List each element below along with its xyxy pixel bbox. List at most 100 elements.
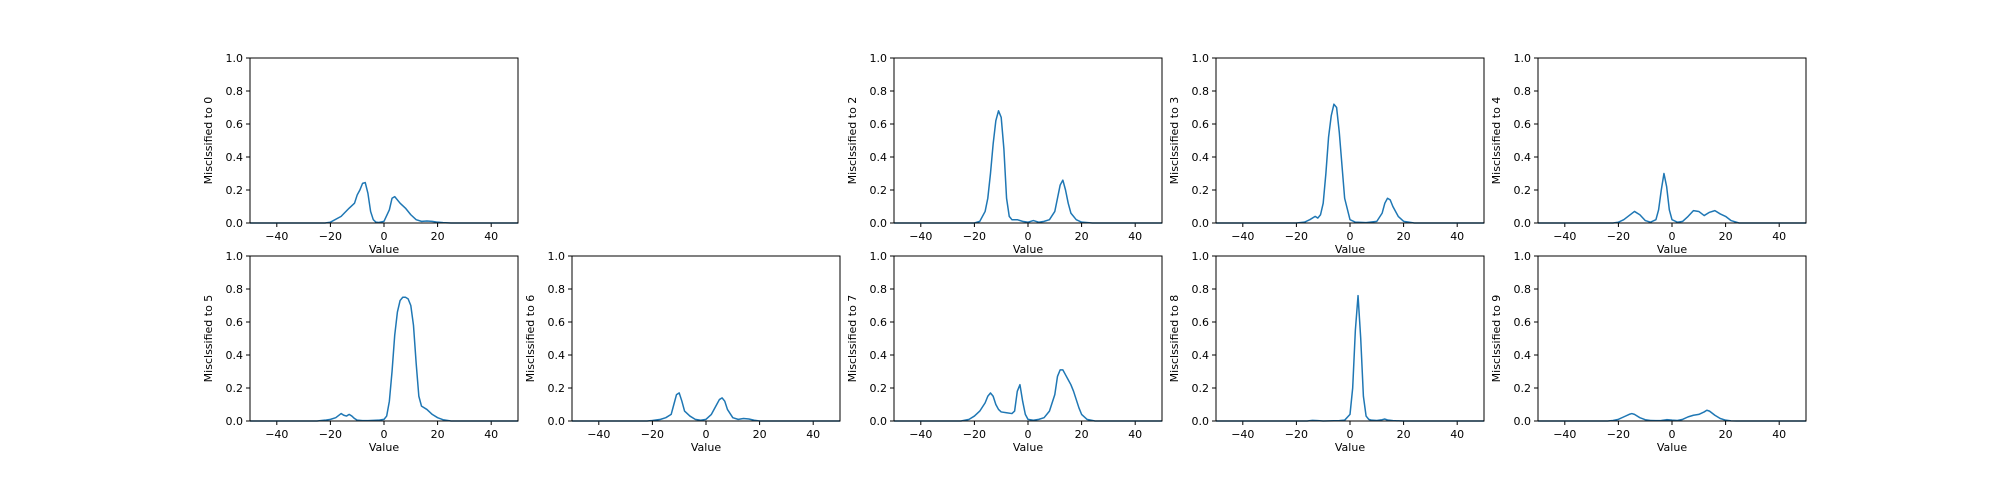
y-tick-label: 1.0 (870, 250, 888, 263)
y-tick-label: 0.6 (1192, 118, 1210, 131)
series-line (1538, 172, 1806, 224)
axes-frame (1537, 255, 1807, 422)
y-tick-label: 0.6 (870, 118, 888, 131)
axes-frame (1215, 57, 1485, 224)
y-tick-label: 0.0 (1514, 415, 1532, 428)
y-tick-label: 0.2 (226, 382, 244, 395)
y-tick-label: 0.6 (226, 316, 244, 329)
series-line (894, 369, 1162, 422)
x-axis-label: Value (1335, 441, 1365, 454)
x-tick-label: −40 (1553, 230, 1576, 243)
y-tick-label: 1.0 (1514, 52, 1532, 65)
axes-frame (249, 255, 519, 422)
x-tick-label: 20 (431, 428, 445, 441)
y-tick-label: 0.8 (226, 283, 244, 296)
subplot-3: 0.0 0.2 0.4 0.6 0.8 1.0 −40 −20 0 20 40 Value Miscls… (1490, 52, 1807, 256)
x-tick-label: 40 (1128, 230, 1142, 243)
y-axis-label: Misclssified to 9 (1490, 295, 1503, 383)
series-line (1216, 294, 1484, 422)
x-axis-label: Value (1335, 243, 1365, 256)
x-tick-label: 40 (806, 428, 820, 441)
subplot-7: 0.0 0.2 0.4 0.6 0.8 1.0 −40 −20 0 20 40 Value Miscls… (1168, 250, 1485, 454)
series-line (572, 392, 840, 422)
x-tick-label: 20 (1397, 428, 1411, 441)
x-tick-label: −20 (963, 230, 986, 243)
y-axis-label: Misclssified to 6 (524, 295, 537, 383)
y-tick-label: 0.0 (548, 415, 566, 428)
x-tick-label: 0 (1347, 428, 1354, 441)
series-line (250, 296, 518, 422)
y-tick-label: 0.6 (1192, 316, 1210, 329)
y-tick-label: 0.8 (226, 85, 244, 98)
series-line (894, 110, 1162, 224)
y-tick-label: 0.2 (226, 184, 244, 197)
y-tick-label: 1.0 (870, 52, 888, 65)
y-tick-label: 0.6 (1514, 118, 1532, 131)
x-tick-label: −20 (319, 230, 342, 243)
x-tick-label: 20 (1719, 428, 1733, 441)
y-axis-label: Misclssified to 7 (846, 295, 859, 383)
x-tick-label: 0 (381, 428, 388, 441)
y-tick-label: 0.4 (548, 349, 566, 362)
y-tick-label: 0.2 (870, 184, 888, 197)
axes-frame (1537, 57, 1807, 224)
y-tick-label: 0.4 (1192, 349, 1210, 362)
x-axis-label: Value (1013, 243, 1043, 256)
y-tick-label: 0.4 (226, 151, 244, 164)
y-tick-label: 0.4 (1514, 349, 1532, 362)
x-tick-label: 0 (1025, 428, 1032, 441)
y-tick-label: 0.4 (870, 349, 888, 362)
y-tick-label: 0.6 (548, 316, 566, 329)
subplot-5: 0.0 0.2 0.4 0.6 0.8 1.0 −40 −20 0 20 40 Value Miscls… (524, 250, 841, 454)
x-tick-label: −40 (265, 230, 288, 243)
y-tick-label: 0.0 (1192, 415, 1210, 428)
axes-frame (1215, 255, 1485, 422)
x-tick-label: −40 (587, 428, 610, 441)
y-tick-label: 0.0 (226, 415, 244, 428)
subplot-1: 0.0 0.2 0.4 0.6 0.8 1.0 −40 −20 0 20 40 Value Miscls… (846, 52, 1163, 256)
subplot-4: 0.0 0.2 0.4 0.6 0.8 1.0 −40 −20 0 20 40 Value Miscls… (202, 250, 519, 454)
x-tick-label: −20 (1285, 428, 1308, 441)
y-tick-label: 0.4 (1192, 151, 1210, 164)
x-tick-label: −40 (1553, 428, 1576, 441)
x-tick-label: −20 (641, 428, 664, 441)
x-tick-label: 0 (703, 428, 710, 441)
x-axis-label: Value (369, 441, 399, 454)
x-tick-label: 20 (1075, 428, 1089, 441)
y-tick-label: 0.0 (870, 415, 888, 428)
subplot-2: 0.0 0.2 0.4 0.6 0.8 1.0 −40 −20 0 20 40 Value Miscls… (1168, 52, 1485, 256)
y-tick-label: 0.8 (1514, 283, 1532, 296)
x-tick-label: 40 (1450, 428, 1464, 441)
y-axis-label: Misclssified to 0 (202, 97, 215, 185)
y-tick-label: 0.8 (1192, 85, 1210, 98)
y-tick-label: 0.2 (1192, 382, 1210, 395)
x-tick-label: 40 (484, 428, 498, 441)
y-tick-label: 1.0 (1192, 52, 1210, 65)
y-tick-label: 0.8 (548, 283, 566, 296)
y-tick-label: 1.0 (548, 250, 566, 263)
y-tick-label: 0.6 (870, 316, 888, 329)
x-tick-label: 20 (431, 230, 445, 243)
x-tick-label: −20 (319, 428, 342, 441)
x-tick-label: 20 (753, 428, 767, 441)
x-tick-label: 40 (1450, 230, 1464, 243)
x-tick-label: 0 (381, 230, 388, 243)
series-line (1538, 409, 1806, 422)
y-tick-label: 0.8 (870, 283, 888, 296)
y-axis-label: Misclssified to 2 (846, 97, 859, 185)
x-tick-label: −40 (1231, 428, 1254, 441)
x-tick-label: −20 (1607, 230, 1630, 243)
x-tick-label: 0 (1025, 230, 1032, 243)
y-tick-label: 0.4 (226, 349, 244, 362)
y-tick-label: 0.8 (870, 85, 888, 98)
x-tick-label: 20 (1719, 230, 1733, 243)
x-tick-label: 40 (1772, 428, 1786, 441)
y-tick-label: 0.2 (1514, 184, 1532, 197)
y-tick-label: 0.4 (1514, 151, 1532, 164)
x-axis-label: Value (1657, 243, 1687, 256)
axes-frame (893, 57, 1163, 224)
y-tick-label: 0.2 (870, 382, 888, 395)
y-tick-label: 0.2 (1514, 382, 1532, 395)
y-tick-label: 0.8 (1514, 85, 1532, 98)
